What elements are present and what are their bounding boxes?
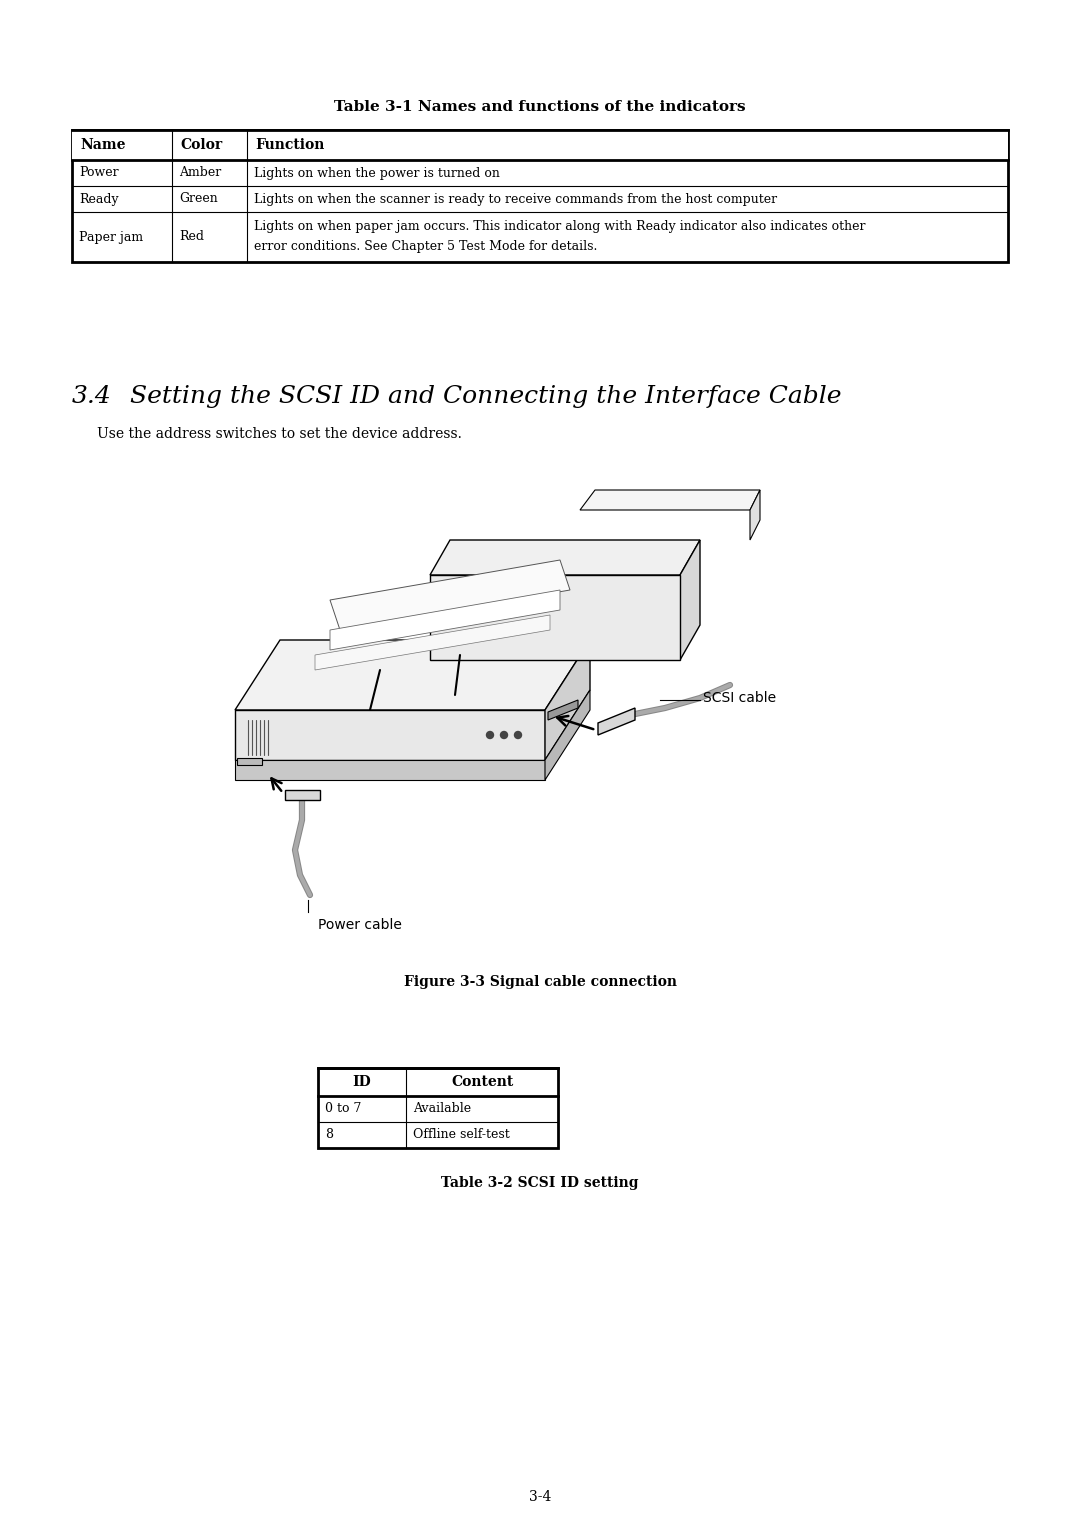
Circle shape [486, 732, 494, 738]
Text: Lights on when the power is turned on: Lights on when the power is turned on [254, 167, 500, 179]
Text: Lights on when the scanner is ready to receive commands from the host computer: Lights on when the scanner is ready to r… [254, 193, 778, 205]
Text: Paper jam: Paper jam [79, 231, 144, 243]
Text: Use the address switches to set the device address.: Use the address switches to set the devi… [97, 426, 462, 442]
Polygon shape [235, 640, 590, 711]
Text: SCSI cable: SCSI cable [703, 691, 777, 704]
Text: Offline self-test: Offline self-test [413, 1129, 510, 1141]
Text: error conditions. See Chapter 5 Test Mode for details.: error conditions. See Chapter 5 Test Mod… [254, 240, 597, 254]
Text: Figure 3-3 Signal cable connection: Figure 3-3 Signal cable connection [404, 975, 676, 989]
Polygon shape [330, 590, 561, 649]
Circle shape [514, 732, 522, 738]
Text: Setting the SCSI ID and Connecting the Interface Cable: Setting the SCSI ID and Connecting the I… [130, 385, 841, 408]
Text: Content: Content [450, 1076, 513, 1089]
Polygon shape [545, 640, 590, 759]
Text: Green: Green [179, 193, 218, 205]
Bar [72, 130, 1008, 261]
Polygon shape [285, 790, 320, 801]
Text: 0 to 7: 0 to 7 [325, 1103, 362, 1115]
Text: ID: ID [353, 1076, 372, 1089]
Bar [72, 130, 1008, 160]
Text: Color: Color [180, 138, 222, 151]
Text: Table 3-1 Names and functions of the indicators: Table 3-1 Names and functions of the ind… [334, 99, 746, 115]
Polygon shape [237, 758, 262, 766]
Polygon shape [235, 711, 545, 759]
Text: 3-4: 3-4 [529, 1490, 551, 1504]
Polygon shape [548, 700, 578, 720]
Text: Power: Power [79, 167, 119, 179]
Text: Power cable: Power cable [318, 918, 402, 932]
Polygon shape [750, 490, 760, 539]
Text: Table 3-2 SCSI ID setting: Table 3-2 SCSI ID setting [442, 1177, 638, 1190]
Polygon shape [680, 539, 700, 660]
Text: Amber: Amber [179, 167, 221, 179]
Polygon shape [430, 575, 680, 660]
Polygon shape [235, 759, 545, 779]
Text: Name: Name [80, 138, 125, 151]
Circle shape [500, 732, 508, 738]
Text: 3.4: 3.4 [72, 385, 111, 408]
Text: Function: Function [255, 138, 324, 151]
Polygon shape [330, 559, 570, 630]
Text: Available: Available [413, 1103, 471, 1115]
Polygon shape [545, 691, 590, 779]
Polygon shape [315, 614, 550, 669]
Polygon shape [430, 539, 700, 575]
Text: Red: Red [179, 231, 204, 243]
Text: 8: 8 [325, 1129, 333, 1141]
Bar [318, 1068, 558, 1148]
Text: Ready: Ready [79, 193, 119, 205]
Polygon shape [580, 490, 760, 510]
Text: Lights on when paper jam occurs. This indicator along with Ready indicator also : Lights on when paper jam occurs. This in… [254, 220, 865, 232]
Polygon shape [598, 707, 635, 735]
